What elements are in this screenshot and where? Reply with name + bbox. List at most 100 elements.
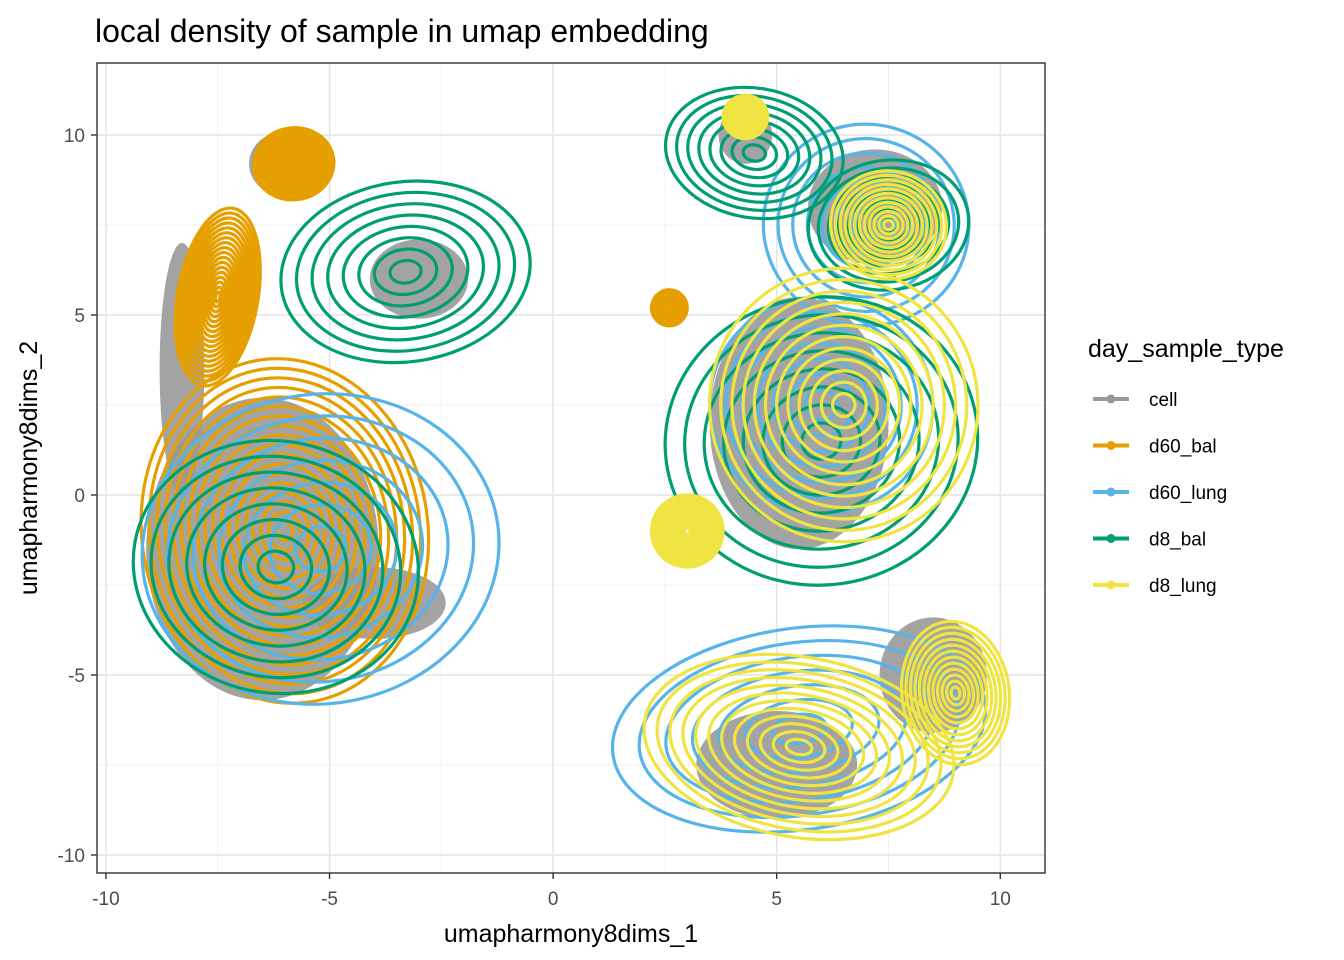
contour-d8_bal — [279, 179, 532, 365]
contour-d8_bal — [220, 517, 331, 617]
contour-d60_bal — [211, 443, 359, 619]
x-tick-label: 5 — [771, 889, 782, 910]
contour-d8_lung — [707, 691, 892, 803]
contour-d60_lung — [140, 392, 501, 706]
contour-d60_lung — [293, 525, 348, 573]
contour-d8_lung — [775, 335, 913, 475]
contour-d8_lung — [668, 668, 930, 826]
contour-d60_lung — [771, 357, 871, 453]
contour-d60_bal — [197, 255, 239, 339]
contour-d8_lung — [673, 517, 701, 545]
contour-d60_bal — [209, 280, 227, 314]
contour-d60_bal — [180, 221, 255, 373]
contour-d60_bal — [274, 146, 314, 182]
contour-d60_lung — [791, 151, 942, 299]
contour-d8_bal — [131, 438, 421, 696]
contour-d8_lung — [719, 278, 969, 532]
contour-d60_lung — [268, 503, 374, 595]
contour-d60_bal — [267, 140, 320, 188]
contour-d8_bal — [310, 202, 501, 342]
panel-border — [96, 62, 1046, 874]
contour-d8_lung — [664, 508, 710, 554]
contour-d8_lung — [719, 699, 879, 795]
y-tick-label: -10 — [58, 846, 85, 867]
contour-d60_bal — [178, 216, 258, 378]
contour-d8_lung — [745, 714, 853, 780]
contour-d8_lung — [679, 523, 695, 539]
contour-d8_lung — [682, 526, 692, 536]
contour-d8_lung — [848, 187, 929, 263]
contour-d60_bal — [179, 404, 391, 658]
contour-d8_bal — [185, 486, 367, 648]
contour-d8_lung — [926, 655, 985, 731]
contour-d8_lung — [676, 520, 698, 542]
contour-d60_bal — [287, 158, 300, 170]
contour-d8_lung — [652, 496, 722, 566]
legend-label: d8_bal — [1149, 530, 1206, 551]
contour-d60_bal — [213, 290, 222, 304]
contour-d8_lung — [752, 312, 935, 498]
legend-label: d8_lung — [1149, 576, 1217, 597]
contour-d60_bal — [265, 138, 323, 190]
contour-d60_bal — [272, 144, 316, 184]
contour-d8_lung — [843, 182, 934, 268]
contour-d60_bal — [263, 136, 325, 192]
contour-d60_bal — [256, 130, 332, 198]
contour-d60_lung — [191, 436, 450, 662]
contour-d8_lung — [681, 675, 917, 819]
contour-d60_bal — [280, 152, 307, 176]
contour-d8_lung — [904, 625, 1007, 761]
x-axis: -10 -5 0 5 10 — [92, 873, 1011, 910]
contour-d8_lung — [857, 196, 920, 254]
contour-d8_lung — [797, 357, 891, 453]
contour-d8_bal — [388, 258, 423, 285]
contour-d8_lung — [828, 169, 949, 281]
contour-d8_bal — [238, 533, 314, 601]
contour-d8_lung — [655, 499, 719, 563]
contour-d8_lung — [862, 200, 915, 250]
legend: day_sample_type cell d60_bal d60_lung d8_ba… — [1088, 335, 1284, 597]
contour-d8_lung — [830, 392, 857, 418]
contour-d60_bal — [251, 126, 336, 202]
contour-d8_lung — [736, 108, 755, 126]
contour-d8_lung — [763, 323, 924, 487]
y-axis-title: umapharmony8dims_2 — [15, 341, 43, 595]
contour-d60_bal — [278, 150, 309, 178]
contour-d8_bal — [663, 85, 845, 221]
y-tick-label: 5 — [74, 306, 85, 327]
contour-d8_lung — [730, 102, 761, 132]
legend-title: day_sample_type — [1088, 335, 1284, 363]
y-axis: -10 -5 0 5 10 — [58, 126, 97, 867]
contour-d8_lung — [908, 631, 1003, 755]
contour-d60_bal — [285, 156, 303, 172]
contour-d60_lung — [637, 638, 961, 820]
legend-key-point — [1106, 534, 1116, 543]
contour-d8_lung — [661, 505, 713, 557]
contour-d8_bal — [341, 224, 470, 319]
legend-key-point — [1106, 394, 1116, 404]
contour-d8_lung — [732, 706, 866, 788]
contour-d8_lung — [944, 679, 967, 707]
contour-d60_bal — [192, 246, 244, 348]
contour-d8_bal — [741, 143, 768, 163]
contour-d8_lung — [741, 300, 947, 510]
contour-d8_bal — [806, 158, 971, 292]
contour-d8_lung — [867, 205, 910, 245]
contour-d60_bal — [211, 285, 225, 309]
contour-d8_lung — [771, 729, 827, 765]
contour-d8_lung — [667, 511, 707, 551]
contour-d8_lung — [833, 173, 944, 277]
contour-d8_lung — [694, 683, 904, 811]
contour-d60_lung — [610, 624, 988, 834]
contour-d8_lung — [670, 514, 704, 548]
contour-d8_lung — [877, 214, 900, 236]
contour-d60_bal — [185, 231, 251, 363]
contour-d60_bal — [269, 142, 318, 186]
legend-key-point — [1106, 441, 1116, 450]
contour-d8_bal — [256, 549, 296, 585]
contour-d60_bal — [289, 160, 298, 168]
contour-d8_lung — [838, 178, 939, 272]
contour-d8_lung — [808, 369, 879, 441]
contour-d8_lung — [732, 104, 759, 130]
contour-d8_lung — [649, 493, 725, 569]
